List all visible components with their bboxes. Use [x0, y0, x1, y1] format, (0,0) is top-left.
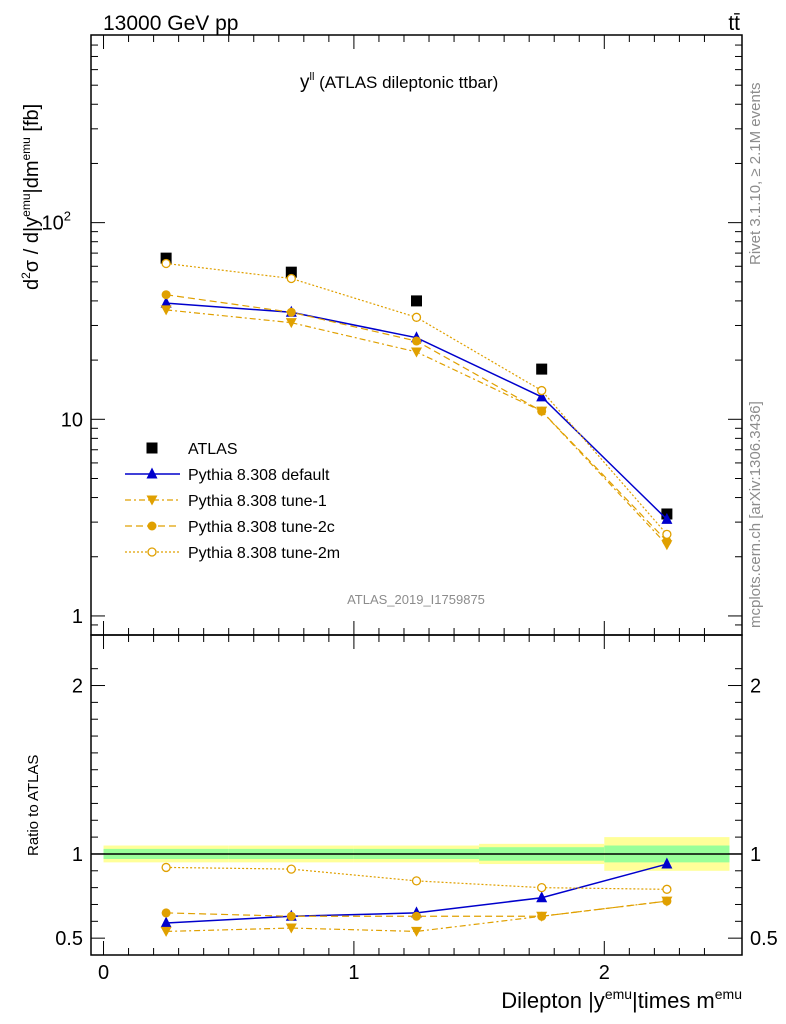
- point-pythia-8-308-tune-1: [411, 347, 422, 358]
- point-pythia-8-308-tune-2c: [286, 307, 296, 317]
- point-pythia-8-308-default: [661, 512, 673, 524]
- legend-marker-pythia-8-308-tune-2c: [147, 521, 157, 531]
- xtick-label: 1: [348, 962, 359, 984]
- legend-label-pythia-8-308-tune-2c: Pythia 8.308 tune-2c: [188, 519, 335, 536]
- ratio-line-pythia-8-308-tune-2c: [166, 900, 667, 917]
- ratio-ytick-label-right: 2: [750, 676, 761, 698]
- xtick-label: 0: [98, 962, 109, 984]
- xtick-label: 2: [599, 962, 610, 984]
- point-pythia-8-308-tune-2c: [412, 336, 421, 346]
- point-pythia-8-308-tune-2c: [662, 536, 672, 546]
- legend: ATLAS Pythia 8.308 default Pythia 8.308 tu…: [125, 441, 340, 562]
- ratio-point-pythia-8-308-tune-2c: [537, 911, 547, 921]
- point-pythia-8-308-tune-1: [285, 318, 297, 329]
- ratio-point-pythia-8-308-default: [160, 916, 172, 928]
- point-atlas: [285, 266, 297, 278]
- main-ytick-label: 1: [72, 606, 83, 628]
- point-pythia-8-308-tune-2c: [161, 290, 171, 300]
- legend-label-pythia-8-308-tune-1: Pythia 8.308 tune-1: [188, 493, 327, 510]
- process-label: tt̄: [728, 12, 740, 35]
- legend-marker-pythia-8-308-tune-1: [146, 495, 158, 506]
- point-pythia-8-308-tune-2m: [662, 529, 672, 539]
- ratio-point-pythia-8-308-tune-2c: [412, 911, 421, 921]
- main-panel: 1 10 102: [42, 34, 743, 636]
- ratio-ytick-label: 2: [72, 676, 83, 698]
- mcplots-label: mcplots.cern.ch [arXiv:1306.3436]: [747, 401, 764, 628]
- ratio-point-pythia-8-308-tune-2c: [286, 911, 296, 921]
- chart-title: yll (ATLAS dileptonic ttbar): [300, 71, 498, 93]
- legend-marker-pythia-8-308-tune-2m: [147, 547, 157, 557]
- point-pythia-8-308-default: [160, 296, 172, 308]
- ratio-point-pythia-8-308-tune-2m: [537, 882, 547, 893]
- ratio-ytick-label-right: 0.5: [750, 928, 778, 950]
- ratio-frame: [90, 634, 743, 956]
- legend-marker-pythia-8-308-default: [146, 467, 158, 479]
- ratio-panel: 0.5 0.5 1 1 2 2 0 1 2: [55, 634, 778, 984]
- ratio-point-pythia-8-308-tune-2m: [411, 876, 422, 886]
- ratio-ylabel: Ratio to ATLAS: [25, 755, 42, 856]
- legend-label-atlas: ATLAS: [188, 441, 238, 458]
- main-ytick-label: 10: [61, 409, 83, 431]
- ratio-point-pythia-8-308-tune-1: [285, 923, 297, 934]
- ratio-point-pythia-8-308-tune-1: [411, 926, 422, 937]
- main-ylabel: d2σ / d|yemu|dmemu [fb]: [19, 104, 43, 290]
- rivet-label: Rivet 3.1.10, ≥ 2.1M events: [747, 83, 764, 266]
- energy-label: 13000 GeV pp: [103, 12, 238, 35]
- legend-marker-atlas: [146, 442, 158, 454]
- ratio-point-pythia-8-308-default: [536, 891, 548, 903]
- ratio-point-pythia-8-308-tune-2m: [662, 884, 672, 894]
- legend-label-pythia-8-308-tune-2m: Pythia 8.308 tune-2m: [188, 545, 340, 562]
- point-pythia-8-308-tune-2m: [286, 273, 296, 284]
- legend-label-pythia-8-308-default: Pythia 8.308 default: [188, 467, 330, 484]
- point-pythia-8-308-tune-2m: [537, 385, 547, 396]
- point-atlas: [536, 363, 548, 375]
- point-atlas: [411, 295, 422, 307]
- point-pythia-8-308-tune-1: [160, 305, 172, 316]
- ratio-point-pythia-8-308-tune-2m: [286, 864, 296, 874]
- ratio-point-pythia-8-308-tune-2c: [161, 908, 171, 918]
- point-pythia-8-308-tune-2c: [537, 406, 547, 416]
- point-atlas: [160, 252, 172, 264]
- analysis-watermark: ATLAS_2019_I1759875: [347, 592, 485, 607]
- ratio-ytick-label-right: 1: [750, 844, 761, 866]
- ratio-ytick-label: 0.5: [55, 928, 83, 950]
- main-ytick-label: 102: [42, 209, 71, 235]
- point-pythia-8-308-tune-2m: [411, 312, 422, 322]
- ratio-point-pythia-8-308-tune-1: [160, 926, 172, 937]
- point-pythia-8-308-default: [536, 390, 548, 402]
- point-pythia-8-308-tune-2m: [161, 258, 171, 269]
- xlabel: Dilepton |yemu|times memu: [501, 986, 742, 1013]
- ratio-point-pythia-8-308-default: [661, 857, 673, 869]
- ratio-point-pythia-8-308-tune-2m: [161, 862, 171, 873]
- ratio-ytick-label: 1: [72, 844, 83, 866]
- ratio-point-pythia-8-308-tune-2c: [662, 896, 672, 906]
